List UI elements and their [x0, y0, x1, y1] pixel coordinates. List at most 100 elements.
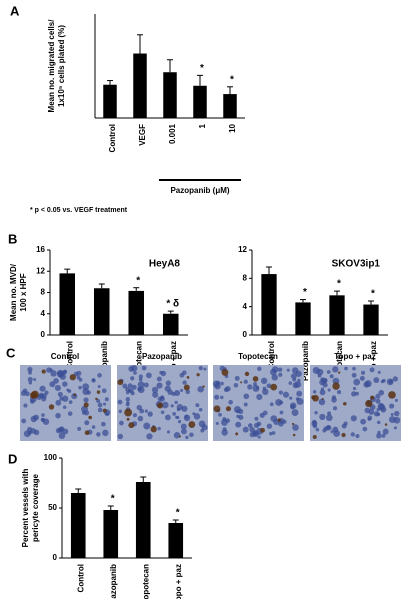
- stain: [312, 434, 317, 439]
- bar: [363, 304, 379, 335]
- nucleus: [382, 428, 389, 435]
- nucleus: [28, 370, 32, 375]
- nucleus: [174, 400, 178, 405]
- panel-label: C: [6, 345, 16, 360]
- nucleus: [247, 423, 253, 428]
- nucleus: [62, 405, 67, 409]
- stain: [244, 371, 250, 377]
- bar: [162, 313, 179, 335]
- nucleus: [290, 402, 297, 409]
- nucleus: [55, 412, 61, 419]
- nucleus: [392, 376, 398, 382]
- nucleus: [193, 413, 201, 420]
- annotation: *: [337, 279, 341, 290]
- nucleus: [221, 429, 228, 436]
- stain: [277, 418, 281, 422]
- bar: [223, 94, 237, 118]
- nucleus: [91, 425, 96, 429]
- nucleus: [97, 407, 103, 413]
- nucleus: [125, 397, 131, 402]
- nucleus: [291, 409, 299, 417]
- nucleus: [234, 375, 240, 381]
- bar: [163, 72, 177, 118]
- nucleus: [332, 366, 339, 373]
- nucleus: [315, 427, 320, 432]
- nucleus: [62, 428, 69, 435]
- nucleus: [30, 415, 38, 423]
- micrograph: [212, 365, 304, 441]
- nucleus: [146, 372, 152, 379]
- nucleus: [319, 413, 326, 420]
- annotation: *: [200, 63, 204, 74]
- stain: [126, 417, 130, 421]
- nucleus: [146, 433, 153, 440]
- chart-title: HeyA8: [149, 259, 181, 270]
- y-tick-label: 100: [44, 453, 58, 462]
- nucleus: [138, 374, 144, 379]
- nucleus: [157, 426, 161, 431]
- nucleus: [41, 413, 45, 417]
- image-label: Control: [51, 352, 79, 361]
- nucleus: [286, 368, 290, 372]
- y-tick-label: 0: [53, 553, 58, 562]
- nucleus: [220, 381, 224, 386]
- x-tick-label: Control: [65, 341, 74, 369]
- stain: [202, 385, 205, 388]
- nucleus: [195, 403, 200, 408]
- micrograph: [117, 365, 208, 441]
- nucleus: [288, 381, 293, 385]
- nucleus: [133, 371, 137, 375]
- nucleus: [352, 386, 357, 391]
- nucleus: [312, 390, 317, 394]
- nucleus: [279, 410, 284, 415]
- nucleus: [242, 426, 249, 433]
- nucleus: [53, 378, 59, 384]
- x-tick-label: Pazopanib: [100, 341, 109, 381]
- nucleus: [390, 413, 394, 417]
- nucleus: [377, 370, 381, 374]
- nucleus: [50, 370, 57, 377]
- nucleus: [166, 430, 170, 434]
- nucleus: [39, 385, 46, 392]
- nucleus: [233, 382, 239, 388]
- nucleus: [389, 403, 395, 409]
- y-axis-label: Mean no. migrated cells/: [47, 19, 56, 113]
- nucleus: [136, 404, 142, 411]
- x-tick-label: VEGF: [138, 124, 147, 146]
- nucleus: [55, 427, 62, 434]
- nucleus: [269, 432, 273, 436]
- nucleus: [172, 411, 177, 416]
- nucleus: [189, 432, 194, 438]
- nucleus: [33, 429, 40, 436]
- nucleus: [151, 386, 159, 394]
- nucleus: [351, 391, 357, 397]
- stain: [102, 408, 107, 413]
- nucleus: [367, 415, 373, 421]
- nucleus: [362, 426, 368, 432]
- nucleus: [61, 395, 69, 402]
- nucleus: [175, 415, 179, 419]
- nucleus: [352, 366, 356, 371]
- nucleus: [161, 401, 169, 409]
- nucleus: [143, 422, 151, 430]
- nucleus: [361, 370, 366, 375]
- x-tick-label: 1: [198, 123, 207, 128]
- nucleus: [49, 381, 56, 388]
- nucleus: [214, 382, 221, 390]
- nucleus: [180, 428, 187, 435]
- stain: [240, 381, 243, 384]
- bar: [193, 85, 207, 118]
- nucleus: [137, 415, 144, 422]
- bar: [295, 302, 311, 335]
- nucleus: [198, 365, 203, 371]
- stain: [128, 422, 135, 429]
- stain: [213, 405, 221, 413]
- nucleus: [225, 386, 231, 392]
- y-axis-label: 100 x HPF: [19, 273, 28, 311]
- nucleus: [96, 432, 101, 437]
- annotation: *: [371, 289, 375, 300]
- nucleus: [182, 380, 187, 385]
- nucleus: [181, 405, 188, 412]
- nucleus: [364, 380, 372, 388]
- nucleus: [143, 382, 149, 388]
